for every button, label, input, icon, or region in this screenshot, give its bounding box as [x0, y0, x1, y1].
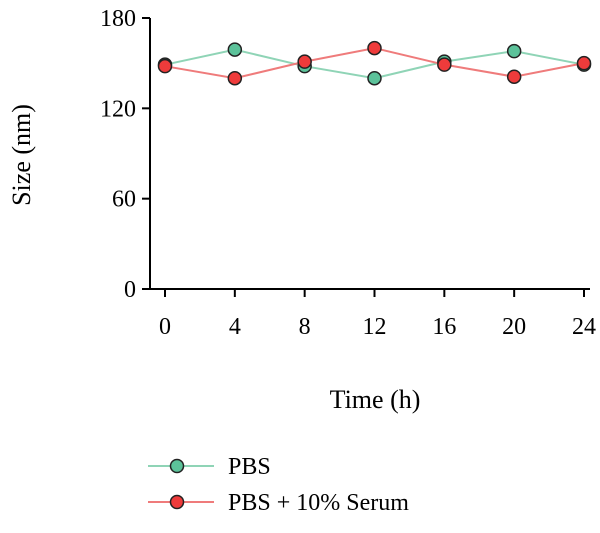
- series-1-point: [367, 70, 382, 86]
- legend: PBS PBS + 10% Serum: [148, 454, 409, 516]
- x-tick-label: 24: [572, 314, 596, 340]
- x-tick-label: 12: [363, 314, 387, 340]
- series-2-point: [297, 54, 312, 69]
- x-tick-label: 0: [159, 314, 171, 340]
- x-axis-title: Time (h): [330, 385, 421, 414]
- legend-marker: [169, 458, 185, 474]
- series-2-point: [227, 70, 243, 86]
- y-tick-label: 120: [100, 96, 136, 122]
- y-tick-label: 60: [112, 187, 136, 213]
- series-1-point: [227, 42, 243, 57]
- series-2-point: [157, 58, 173, 74]
- legend-marker: [169, 494, 185, 510]
- legend-label: PBS: [228, 454, 271, 480]
- series-2-point: [437, 57, 452, 72]
- x-ticks: 0 4 8 12 16 20 24: [159, 289, 596, 340]
- x-tick-label: 16: [432, 314, 456, 340]
- y-ticks: 0 60 120 180: [100, 6, 150, 303]
- y-axis-title: Size (nm): [7, 104, 36, 206]
- y-tick-label: 180: [100, 6, 136, 32]
- series-layer: [157, 40, 592, 86]
- axes: [149, 18, 590, 290]
- series-2-point: [506, 69, 522, 84]
- legend-label: PBS + 10% Serum: [228, 490, 409, 516]
- series-2-point: [367, 40, 382, 56]
- x-tick-label: 8: [299, 314, 311, 340]
- x-tick-label: 4: [229, 314, 241, 340]
- y-tick-label: 0: [124, 277, 136, 303]
- x-tick-label: 20: [502, 314, 526, 340]
- series-2-point: [576, 55, 592, 71]
- series-1-point: [506, 43, 522, 59]
- legend-item-2: PBS + 10% Serum: [148, 490, 409, 516]
- legend-item-1: PBS: [148, 454, 271, 480]
